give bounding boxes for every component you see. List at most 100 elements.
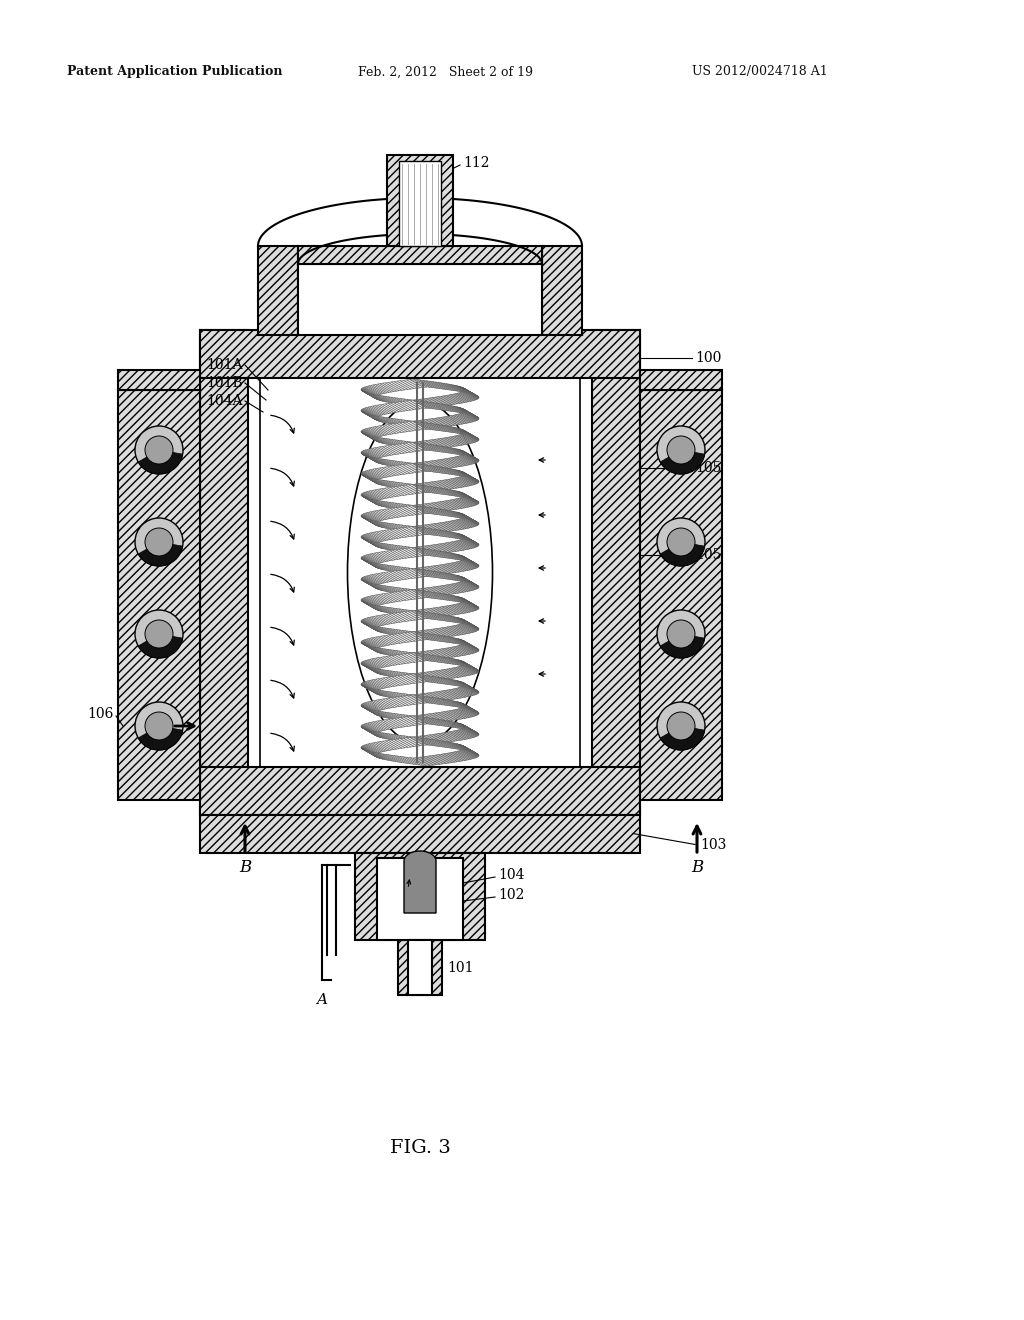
Polygon shape [426, 422, 443, 432]
Polygon shape [361, 664, 376, 672]
Polygon shape [435, 719, 452, 727]
Polygon shape [446, 752, 463, 762]
Polygon shape [463, 517, 478, 525]
Polygon shape [370, 743, 385, 751]
Polygon shape [437, 698, 455, 706]
Polygon shape [451, 721, 467, 730]
Polygon shape [417, 652, 434, 660]
Polygon shape [426, 714, 443, 722]
Polygon shape [462, 517, 477, 527]
Polygon shape [431, 591, 447, 601]
Polygon shape [437, 614, 454, 622]
Polygon shape [364, 387, 379, 396]
Polygon shape [437, 593, 454, 601]
Polygon shape [464, 536, 478, 544]
Polygon shape [380, 719, 396, 729]
Polygon shape [464, 578, 479, 586]
Polygon shape [374, 574, 390, 582]
Polygon shape [427, 507, 444, 516]
Polygon shape [361, 643, 377, 652]
Polygon shape [379, 552, 395, 560]
Polygon shape [408, 546, 425, 556]
Polygon shape [366, 408, 381, 416]
Polygon shape [393, 466, 411, 474]
Polygon shape [366, 576, 381, 585]
Polygon shape [465, 474, 479, 482]
Polygon shape [412, 548, 428, 556]
Polygon shape [454, 532, 470, 541]
Polygon shape [382, 627, 398, 636]
Polygon shape [433, 649, 450, 659]
Polygon shape [451, 384, 467, 393]
Polygon shape [365, 602, 380, 611]
Polygon shape [458, 688, 473, 696]
Polygon shape [439, 488, 456, 496]
Polygon shape [428, 503, 445, 511]
Polygon shape [402, 486, 420, 494]
Polygon shape [417, 737, 434, 744]
Polygon shape [454, 447, 469, 457]
Polygon shape [425, 591, 441, 599]
Polygon shape [461, 686, 475, 696]
Polygon shape [364, 750, 379, 758]
Polygon shape [407, 420, 424, 429]
Polygon shape [426, 756, 443, 764]
Polygon shape [393, 445, 411, 453]
Polygon shape [380, 446, 396, 455]
Polygon shape [403, 735, 420, 744]
Polygon shape [455, 393, 471, 401]
Polygon shape [361, 409, 377, 417]
Polygon shape [403, 738, 421, 746]
Polygon shape [449, 742, 465, 750]
Polygon shape [361, 684, 376, 692]
Polygon shape [462, 682, 477, 690]
Polygon shape [388, 734, 404, 742]
Polygon shape [376, 500, 392, 508]
Polygon shape [463, 433, 478, 441]
Polygon shape [368, 688, 383, 696]
Polygon shape [385, 733, 401, 742]
Polygon shape [368, 414, 383, 422]
Polygon shape [461, 660, 476, 669]
Polygon shape [450, 511, 466, 519]
Polygon shape [464, 643, 478, 651]
Polygon shape [462, 450, 476, 458]
Polygon shape [372, 701, 387, 709]
Polygon shape [396, 735, 414, 743]
Polygon shape [465, 579, 479, 587]
Polygon shape [451, 520, 466, 529]
Polygon shape [461, 498, 476, 506]
Polygon shape [361, 663, 375, 672]
Polygon shape [456, 561, 472, 570]
Polygon shape [403, 420, 421, 428]
Polygon shape [386, 438, 402, 447]
Polygon shape [444, 648, 461, 656]
Polygon shape [464, 539, 478, 546]
Polygon shape [361, 682, 376, 692]
Polygon shape [444, 564, 462, 572]
Polygon shape [366, 667, 381, 675]
Polygon shape [372, 541, 388, 549]
Polygon shape [443, 383, 460, 392]
Polygon shape [437, 719, 455, 727]
Polygon shape [368, 597, 384, 605]
Polygon shape [457, 457, 472, 465]
Polygon shape [436, 550, 454, 558]
Polygon shape [399, 672, 417, 680]
Polygon shape [413, 442, 430, 450]
Polygon shape [398, 503, 415, 512]
Polygon shape [382, 711, 398, 719]
Polygon shape [298, 246, 542, 264]
Polygon shape [367, 618, 382, 626]
Wedge shape [660, 543, 705, 566]
Polygon shape [365, 665, 380, 675]
Polygon shape [371, 626, 386, 634]
Polygon shape [443, 700, 460, 708]
Polygon shape [378, 479, 394, 488]
Polygon shape [440, 677, 457, 686]
Polygon shape [425, 676, 442, 684]
Polygon shape [366, 561, 381, 569]
Polygon shape [387, 607, 403, 615]
Polygon shape [419, 717, 436, 725]
Polygon shape [370, 541, 386, 549]
